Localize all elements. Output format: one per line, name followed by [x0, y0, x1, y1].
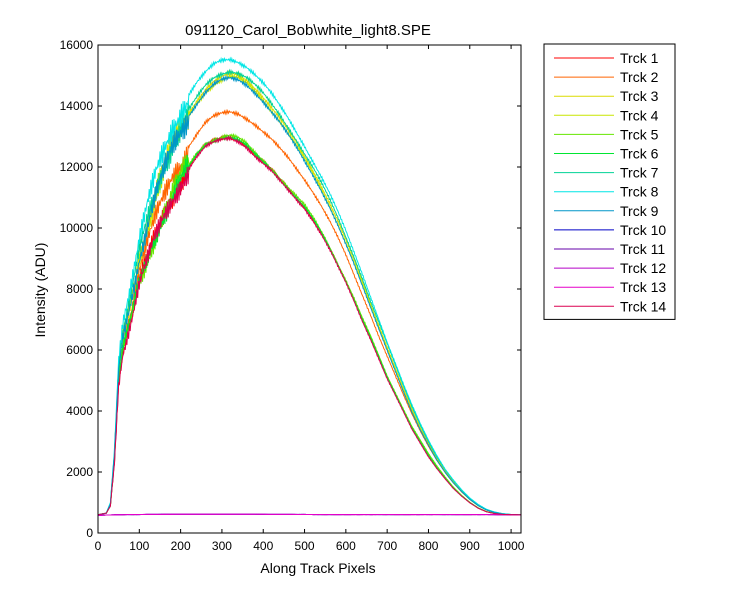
legend-entry: Trck 8	[620, 184, 659, 200]
x-tick-label: 1000	[498, 539, 525, 553]
x-tick-label: 900	[460, 539, 480, 553]
legend-entry: Trck 7	[620, 165, 659, 181]
x-tick-label: 300	[212, 539, 232, 553]
legend: Trck 1 Trck 2 Trck 3 Trck 4 Trck 5 Trck 6 Trck…	[543, 43, 676, 320]
series-line-5	[97, 132, 521, 516]
legend-entry: Trck 12	[620, 260, 666, 276]
legend-entry: Trck 13	[620, 279, 666, 295]
y-axis-label: Intensity (ADU)	[32, 243, 48, 338]
legend-entry: Trck 3	[620, 88, 659, 104]
y-tick-label: 6000	[66, 343, 93, 357]
y-tick-label: 16000	[60, 38, 94, 52]
series-line-7	[97, 68, 521, 516]
legend-entry: Trck 10	[620, 222, 666, 238]
axes-box	[97, 44, 522, 534]
y-tick-label: 4000	[66, 404, 93, 418]
x-tick-label: 800	[418, 539, 438, 553]
series-line-9	[97, 74, 521, 516]
legend-box	[543, 43, 676, 320]
legend-entry: Trck 1	[620, 50, 659, 66]
series-line-3	[97, 69, 521, 516]
y-tick-label: 10000	[60, 221, 94, 235]
x-axis-label: Along Track Pixels	[260, 560, 375, 576]
x-tick-label: 100	[129, 539, 149, 553]
y-tick-label: 0	[86, 526, 93, 540]
plot-area: 0 100 200 300 400 500 600 700 800 900 100002000400…	[60, 38, 525, 553]
series-line-8	[97, 56, 521, 516]
y-tick-label: 8000	[66, 282, 93, 296]
x-tick-label: 400	[253, 539, 273, 553]
legend-entry: Trck 5	[620, 126, 659, 142]
x-tick-label: 0	[95, 539, 102, 553]
legend-entry: Trck 14	[620, 298, 666, 314]
legend-entry: Trck 11	[620, 241, 665, 257]
legend-entry: Trck 4	[620, 107, 659, 123]
series-line-6	[97, 134, 521, 516]
x-tick-label: 500	[295, 539, 315, 553]
series-line-13	[98, 513, 521, 516]
x-tick-label: 200	[171, 539, 191, 553]
legend-entry: Trck 9	[620, 203, 659, 219]
legend-entry: Trck 6	[620, 146, 659, 162]
series-line-4	[97, 73, 521, 516]
x-tick-label: 700	[377, 539, 397, 553]
y-tick-label: 14000	[60, 99, 94, 113]
series-line-14	[97, 135, 521, 516]
y-tick-label: 12000	[60, 160, 94, 174]
series-line-1	[97, 134, 521, 516]
x-tick-label: 600	[336, 539, 356, 553]
legend-entry: Trck 2	[620, 69, 659, 85]
chart-title: 091120_Carol_Bob\white_light8.SPE	[185, 22, 431, 39]
y-tick-label: 2000	[66, 465, 93, 479]
